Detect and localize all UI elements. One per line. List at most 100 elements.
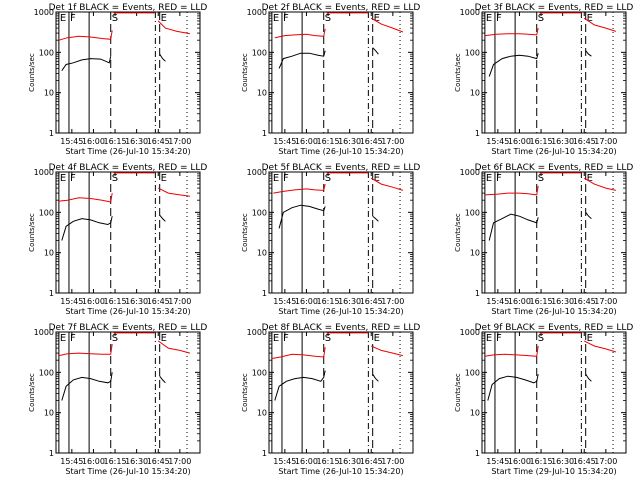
x-tick-label: 16:45 [360,137,383,146]
x-tick-label: 16:30 [125,137,148,146]
event-marker-label: E [374,333,380,344]
event-marker-label: S [325,13,331,24]
x-tick-label: 17:00 [594,297,617,306]
panel-title: Det 9f BLACK = Events, RED = LLD [475,323,634,333]
events-series-line [274,370,326,401]
events-series-line [372,215,379,222]
lld-series-line [484,27,539,37]
y-tick-label: 1 [49,289,54,298]
y-axis-label: Counts/sec [454,373,462,412]
y-tick-label: 1000 [247,8,267,17]
lld-series-line [157,20,191,35]
detector-panel-1: Det 1f BLACK = Events, RED = LLD 1 10 100 10… [28,3,207,156]
y-tick-label: 10 [257,409,267,418]
y-tick-label: 10 [257,89,267,98]
events-series-line [585,373,592,382]
x-axis-label: Start Time (26-Jul-10 15:34:20) [65,467,190,476]
y-tick-label: 100 [465,368,480,377]
x-tick-label: 16:00 [295,457,318,466]
plot-frame [55,171,201,294]
x-axis-label: Start Time (26-Jul-10 15:34:20) [278,147,403,156]
panel-title: Det 6f BLACK = Events, RED = LLD [475,163,634,173]
events-series-line [159,214,166,222]
event-marker-label: E [273,173,279,184]
x-axis-label: Start Time (26-Jul-10 15:34:20) [278,307,403,316]
events-series-line [61,216,113,241]
x-tick-label: 16:00 [82,137,105,146]
panel-title: Det 5f BLACK = Events, RED = LLD [262,163,421,173]
y-tick-label: 1 [49,129,54,138]
y-axis-label: Counts/sec [28,213,36,252]
x-tick-label: 16:15 [317,297,340,306]
y-axis-label: Counts/sec [28,53,36,92]
x-tick-label: 16:30 [551,457,574,466]
x-tick-label: 16:30 [125,297,148,306]
event-marker-label: E [161,13,167,24]
y-tick-label: 100 [39,368,54,377]
plot-frame [481,11,627,134]
x-tick-label: 15:45 [60,457,83,466]
x-tick-label: 15:45 [273,457,296,466]
x-tick-label: 16:15 [317,457,340,466]
events-series-line [585,212,592,219]
lld-series-line [58,344,113,357]
y-tick-label: 10 [44,89,54,98]
detector-panel-6: Det 6f BLACK = Events, RED = LLD 1 10 100 10… [454,163,633,316]
y-tick-label: 100 [39,208,54,217]
lld-series-line [274,28,326,39]
plot-frame [55,11,201,134]
x-tick-label: 16:45 [147,297,170,306]
event-marker-label: S [325,173,331,184]
lld-series-line [583,340,617,353]
y-tick-label: 100 [252,208,267,217]
event-marker-label: E [587,173,593,184]
x-tick-label: 17:00 [594,457,617,466]
x-tick-label: 16:30 [338,137,361,146]
x-tick-label: 16:00 [295,297,318,306]
x-tick-label: 16:30 [338,457,361,466]
y-tick-label: 1000 [247,328,267,337]
event-marker-label: E [60,333,66,344]
lld-series-line [371,345,404,357]
plot-frame [481,171,627,294]
y-tick-label: 10 [44,409,54,418]
events-series-line [278,50,326,69]
lld-series-line [484,185,539,196]
detector-panel-4: Det 4f BLACK = Events, RED = LLD 1 10 100 10… [28,163,207,316]
x-tick-label: 16:30 [125,457,148,466]
x-tick-label: 15:45 [273,297,296,306]
event-marker-label: S [538,13,544,24]
x-tick-label: 17:00 [381,457,404,466]
event-marker-label: E [161,333,167,344]
x-tick-label: 16:45 [360,457,383,466]
event-marker-label: F [70,333,76,344]
plot-frame [55,331,201,454]
lld-series-line [157,187,190,197]
y-tick-label: 10 [44,249,54,258]
event-marker-label: E [161,173,167,184]
x-tick-label: 16:00 [508,137,531,146]
event-marker-label: E [486,13,492,24]
events-series-line [488,213,539,241]
y-tick-label: 100 [39,48,54,57]
event-marker-label: S [112,173,118,184]
x-tick-label: 17:00 [168,137,191,146]
x-tick-label: 15:45 [60,137,83,146]
x-tick-label: 16:15 [104,297,127,306]
y-tick-label: 1000 [247,168,267,177]
y-tick-label: 1 [475,129,480,138]
event-marker-label: E [60,173,66,184]
panel-title: Det 2f BLACK = Events, RED = LLD [262,3,421,13]
x-axis-label: Start Time (26-Jul-10 15:34:20) [65,307,190,316]
panel-title: Det 7f BLACK = Events, RED = LLD [49,323,208,333]
plot-frame [481,331,627,454]
plot-frame [268,171,414,294]
y-axis-label: Counts/sec [454,53,462,92]
y-tick-label: 1000 [460,328,480,337]
event-marker-label: F [496,13,502,24]
x-tick-label: 17:00 [381,297,404,306]
y-axis-label: Counts/sec [241,53,249,92]
x-tick-label: 17:00 [168,297,191,306]
